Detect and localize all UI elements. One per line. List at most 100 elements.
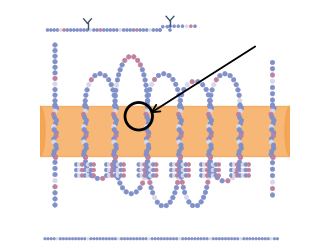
Circle shape <box>237 140 241 144</box>
Circle shape <box>229 162 233 166</box>
Circle shape <box>237 93 241 98</box>
Circle shape <box>232 174 236 178</box>
Circle shape <box>187 174 191 178</box>
Circle shape <box>241 168 245 172</box>
Circle shape <box>54 130 58 135</box>
Circle shape <box>168 200 173 204</box>
Circle shape <box>113 154 117 158</box>
Circle shape <box>83 238 86 240</box>
Circle shape <box>264 238 267 240</box>
Circle shape <box>201 195 206 200</box>
Circle shape <box>206 92 211 97</box>
Circle shape <box>137 174 141 178</box>
Circle shape <box>89 162 93 166</box>
Circle shape <box>161 72 166 76</box>
Circle shape <box>208 104 212 108</box>
Circle shape <box>80 168 84 172</box>
Circle shape <box>145 154 150 158</box>
Circle shape <box>237 137 241 141</box>
Circle shape <box>202 174 206 178</box>
Circle shape <box>175 168 179 172</box>
Circle shape <box>178 98 182 103</box>
Ellipse shape <box>35 106 45 156</box>
Circle shape <box>175 238 178 240</box>
Circle shape <box>143 174 147 178</box>
Circle shape <box>238 109 243 114</box>
Circle shape <box>144 140 148 144</box>
Circle shape <box>238 155 243 160</box>
Circle shape <box>187 168 191 172</box>
Circle shape <box>119 174 123 178</box>
Circle shape <box>244 168 248 172</box>
Circle shape <box>59 238 62 240</box>
Circle shape <box>270 104 275 108</box>
Circle shape <box>203 190 208 194</box>
Circle shape <box>146 155 150 160</box>
Circle shape <box>112 124 116 129</box>
Circle shape <box>81 112 86 116</box>
Circle shape <box>271 143 276 148</box>
Circle shape <box>155 28 158 32</box>
Circle shape <box>206 175 211 179</box>
Circle shape <box>129 192 134 196</box>
Circle shape <box>119 28 122 32</box>
Circle shape <box>178 164 182 169</box>
Circle shape <box>172 174 176 178</box>
Circle shape <box>125 28 128 32</box>
Circle shape <box>83 93 88 98</box>
Circle shape <box>243 238 245 240</box>
Circle shape <box>207 137 211 141</box>
Circle shape <box>239 118 244 123</box>
Circle shape <box>146 143 151 148</box>
Circle shape <box>116 174 120 178</box>
Circle shape <box>270 103 275 107</box>
Circle shape <box>179 118 184 123</box>
Circle shape <box>115 28 118 32</box>
Circle shape <box>111 164 116 169</box>
Circle shape <box>272 146 276 150</box>
Circle shape <box>89 78 94 82</box>
Circle shape <box>241 174 245 178</box>
Circle shape <box>187 162 191 166</box>
Circle shape <box>178 164 182 169</box>
Circle shape <box>220 178 224 183</box>
Circle shape <box>179 106 184 110</box>
Circle shape <box>115 78 120 82</box>
Circle shape <box>56 28 59 32</box>
Circle shape <box>119 162 123 166</box>
Circle shape <box>112 140 116 144</box>
Circle shape <box>177 25 180 28</box>
Circle shape <box>146 162 149 166</box>
Circle shape <box>111 88 115 92</box>
Circle shape <box>79 28 82 32</box>
Circle shape <box>179 175 183 179</box>
Circle shape <box>241 162 245 166</box>
Circle shape <box>96 238 98 240</box>
Circle shape <box>53 60 57 64</box>
Circle shape <box>194 238 196 240</box>
Circle shape <box>209 134 213 138</box>
Circle shape <box>179 143 183 148</box>
Circle shape <box>171 195 175 200</box>
Circle shape <box>270 115 274 119</box>
Circle shape <box>122 28 125 32</box>
Circle shape <box>177 124 181 129</box>
Circle shape <box>232 168 236 172</box>
Circle shape <box>148 168 152 172</box>
Circle shape <box>148 180 152 185</box>
Circle shape <box>181 25 184 28</box>
Circle shape <box>182 190 187 194</box>
Circle shape <box>207 140 211 144</box>
Circle shape <box>217 168 221 172</box>
Circle shape <box>270 79 275 84</box>
Circle shape <box>208 168 212 172</box>
Circle shape <box>107 174 111 178</box>
Circle shape <box>138 63 143 67</box>
Circle shape <box>234 82 239 87</box>
Circle shape <box>270 160 275 165</box>
Circle shape <box>270 73 275 77</box>
Circle shape <box>178 103 182 107</box>
Circle shape <box>217 162 221 166</box>
Circle shape <box>271 109 275 114</box>
Circle shape <box>139 238 141 240</box>
